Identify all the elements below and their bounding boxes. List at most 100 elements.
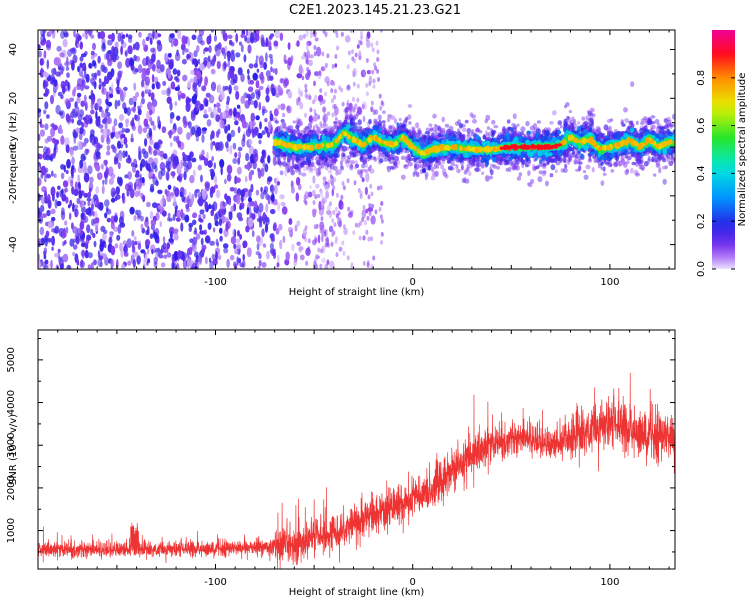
noise-speckle bbox=[194, 189, 198, 198]
noise-speckle bbox=[256, 68, 260, 73]
noise-speckle bbox=[185, 102, 191, 113]
noise-speckle bbox=[210, 68, 216, 75]
noise-speckle bbox=[43, 50, 47, 59]
noise-speckle bbox=[380, 100, 384, 106]
noise-speckle bbox=[77, 174, 81, 184]
noise-speckle bbox=[333, 222, 337, 228]
noise-speckle bbox=[195, 135, 199, 142]
noise-speckle bbox=[318, 200, 322, 211]
noise-speckle bbox=[119, 89, 124, 98]
noise-speckle bbox=[101, 110, 105, 118]
noise-speckle bbox=[212, 227, 216, 233]
noise-speckle bbox=[150, 219, 157, 226]
signal-point bbox=[593, 158, 597, 164]
noise-speckle bbox=[266, 131, 271, 138]
noise-speckle bbox=[185, 203, 190, 210]
noise-speckle bbox=[67, 81, 70, 91]
noise-speckle bbox=[321, 66, 325, 72]
signal-point bbox=[488, 175, 493, 180]
noise-speckle bbox=[371, 203, 375, 209]
noise-speckle bbox=[121, 264, 126, 269]
noise-speckle bbox=[284, 168, 288, 177]
noise-speckle bbox=[331, 188, 335, 197]
noise-speckle bbox=[110, 88, 114, 96]
noise-speckle bbox=[334, 63, 338, 68]
noise-speckle bbox=[39, 129, 46, 137]
noise-speckle bbox=[319, 88, 323, 94]
noise-speckle bbox=[65, 113, 70, 122]
noise-speckle bbox=[224, 33, 228, 42]
noise-speckle bbox=[144, 239, 151, 246]
noise-speckle bbox=[134, 68, 139, 73]
noise-speckle bbox=[62, 38, 68, 48]
noise-speckle bbox=[258, 223, 263, 228]
noise-speckle bbox=[72, 244, 78, 250]
noise-speckle bbox=[44, 237, 48, 247]
noise-speckle bbox=[44, 87, 49, 97]
noise-speckle bbox=[245, 30, 249, 37]
noise-speckle bbox=[218, 143, 223, 150]
signal-point bbox=[343, 108, 347, 113]
signal-point bbox=[595, 129, 599, 133]
noise-speckle bbox=[365, 229, 369, 235]
noise-speckle bbox=[54, 253, 59, 258]
noise-speckle bbox=[346, 178, 350, 184]
noise-speckle bbox=[79, 41, 83, 50]
noise-speckle bbox=[55, 71, 61, 77]
noise-speckle bbox=[368, 211, 372, 216]
signal-point bbox=[403, 164, 409, 170]
noise-speckle bbox=[89, 176, 94, 183]
signal-point bbox=[415, 122, 420, 129]
noise-speckle bbox=[107, 50, 112, 55]
noise-speckle bbox=[51, 246, 54, 251]
noise-speckle bbox=[167, 52, 172, 58]
noise-speckle bbox=[273, 40, 279, 47]
signal-point bbox=[505, 167, 510, 172]
noise-speckle bbox=[361, 177, 365, 183]
noise-speckle bbox=[296, 220, 301, 227]
noise-speckle bbox=[248, 138, 253, 146]
noise-speckle bbox=[94, 103, 99, 111]
signal-point bbox=[654, 157, 658, 163]
noise-speckle bbox=[255, 235, 261, 243]
noise-speckle bbox=[362, 260, 366, 266]
noise-speckle bbox=[245, 225, 250, 233]
noise-speckle bbox=[330, 241, 334, 247]
noise-speckle bbox=[234, 248, 240, 255]
noise-speckle bbox=[44, 101, 49, 110]
signal-point bbox=[292, 120, 297, 124]
noise-speckle bbox=[256, 243, 260, 251]
noise-speckle bbox=[250, 112, 256, 123]
noise-speckle bbox=[288, 218, 293, 225]
noise-speckle bbox=[38, 153, 43, 160]
noise-speckle bbox=[64, 187, 69, 193]
noise-speckle bbox=[374, 209, 378, 215]
signal-point bbox=[651, 156, 655, 163]
noise-speckle bbox=[150, 120, 155, 126]
signal-point bbox=[613, 161, 618, 168]
noise-speckle bbox=[106, 51, 109, 61]
noise-speckle bbox=[43, 72, 49, 78]
noise-speckle bbox=[210, 209, 214, 217]
noise-speckle bbox=[203, 47, 209, 52]
noise-speckle bbox=[219, 201, 224, 210]
noise-speckle bbox=[221, 51, 225, 56]
noise-speckle bbox=[240, 73, 245, 83]
noise-speckle bbox=[198, 198, 204, 207]
noise-speckle bbox=[376, 49, 380, 55]
noise-speckle bbox=[92, 42, 96, 51]
noise-speckle bbox=[248, 217, 254, 228]
noise-speckle bbox=[148, 127, 153, 138]
noise-speckle bbox=[62, 253, 69, 263]
noise-speckle bbox=[346, 64, 350, 70]
noise-speckle bbox=[352, 70, 356, 78]
noise-speckle bbox=[95, 186, 100, 195]
signal-point bbox=[589, 107, 595, 113]
noise-speckle bbox=[306, 66, 310, 72]
noise-speckle bbox=[43, 254, 47, 260]
noise-speckle bbox=[76, 119, 82, 126]
signal-point bbox=[432, 113, 437, 119]
signal-point bbox=[398, 117, 402, 122]
noise-speckle bbox=[170, 142, 173, 147]
signal-point bbox=[610, 169, 615, 173]
